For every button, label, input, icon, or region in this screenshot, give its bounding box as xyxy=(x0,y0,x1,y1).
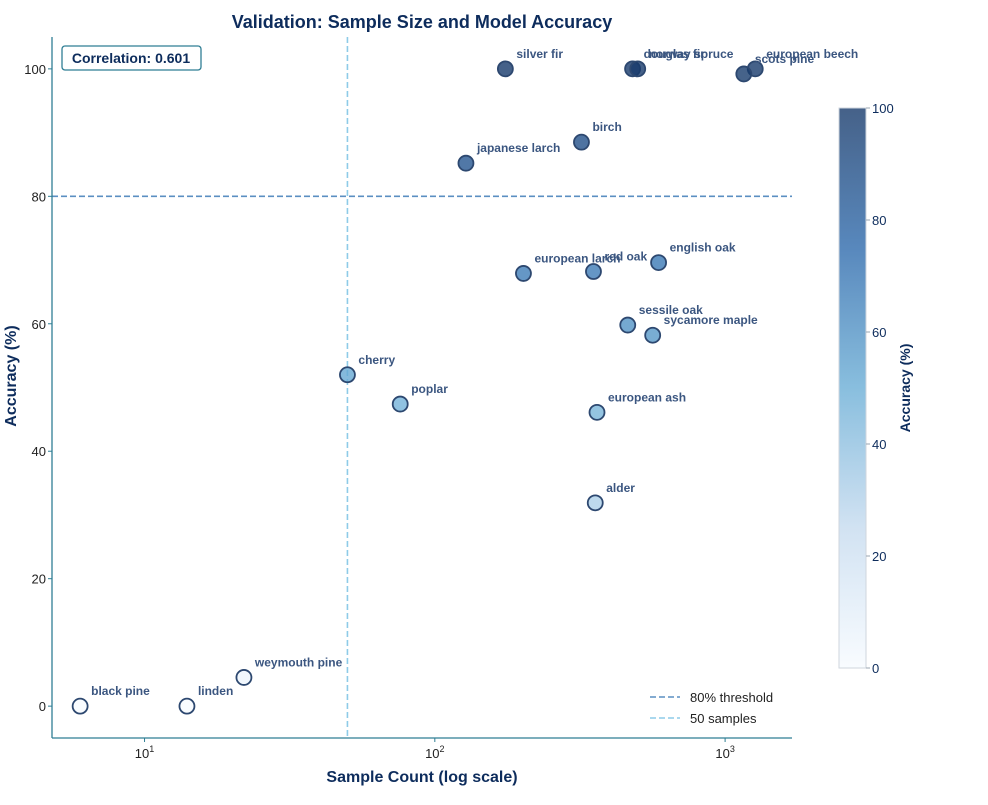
point-red-oak xyxy=(585,263,602,280)
point-label: cherry xyxy=(358,353,395,367)
x-tick-base: 10 xyxy=(135,746,149,761)
colorbar-ticks: 0 20 40 60 80 100 xyxy=(866,101,894,676)
y-tick-label: 20 xyxy=(32,572,46,587)
x-tick-base: 10 xyxy=(425,746,439,761)
x-ticks: 101 102 103 xyxy=(135,738,735,761)
legend: 80% threshold 50 samples xyxy=(650,690,773,726)
point-scots-pine xyxy=(735,65,753,83)
x-axis-label: Sample Count (log scale) xyxy=(326,769,517,786)
point-label: european ash xyxy=(608,390,686,404)
point-label: weymouth pine xyxy=(254,655,343,669)
colorbar-tick-label: 80 xyxy=(872,213,886,228)
colorbar-tick-label: 40 xyxy=(872,437,886,452)
y-axis-label: Accuracy (%) xyxy=(3,325,20,426)
x-tick-label: 102 xyxy=(425,744,444,761)
point-label: scots pine xyxy=(755,52,815,66)
colorbar-tick-label: 0 xyxy=(872,661,879,676)
point-english-oak xyxy=(650,254,667,271)
legend-label: 50 samples xyxy=(690,711,757,726)
colorbar-tick-label: 60 xyxy=(872,325,886,340)
point-norway-spruce xyxy=(629,60,647,78)
point-label: douglas fir xyxy=(644,47,706,61)
point-label: european larch xyxy=(534,251,620,265)
point-linden xyxy=(178,697,196,715)
point-label: red oak xyxy=(604,250,647,264)
colorbar: 0 20 40 60 80 100 Accuracy (%) xyxy=(838,101,913,676)
x-tick-label: 103 xyxy=(715,744,734,761)
point-label: sycamore maple xyxy=(664,313,758,327)
y-tick-label: 80 xyxy=(32,189,46,204)
point-sessile-oak xyxy=(619,316,637,334)
y-tick-label: 40 xyxy=(32,444,46,459)
point-label: birch xyxy=(592,120,621,134)
x-tick-exponent: 2 xyxy=(440,744,445,754)
point-label: english oak xyxy=(670,241,736,255)
point-label: alder xyxy=(606,481,635,495)
data-points xyxy=(71,60,764,715)
x-tick-exponent: 1 xyxy=(149,744,154,754)
point-poplar xyxy=(391,395,409,413)
y-tick-label: 100 xyxy=(24,62,46,77)
x-tick-label: 101 xyxy=(135,744,154,761)
point-weymouth-pine xyxy=(235,669,253,686)
point-sycamore-maple xyxy=(644,326,662,344)
colorbar-gradient xyxy=(838,107,867,669)
point-label: norway spruce xyxy=(649,47,734,61)
colorbar-label: Accuracy (%) xyxy=(897,344,913,433)
point-cherry xyxy=(339,366,356,384)
colorbar-tick-label: 100 xyxy=(872,101,894,116)
point-alder xyxy=(586,494,604,512)
colorbar-tick-label: 20 xyxy=(872,549,886,564)
point-silver-fir xyxy=(496,60,514,78)
point-label: european beech xyxy=(766,47,858,61)
x-tick-base: 10 xyxy=(715,746,729,761)
point-label: sessile oak xyxy=(639,303,703,317)
point-label: linden xyxy=(198,684,233,698)
y-tick-label: 60 xyxy=(32,317,46,332)
point-label: black pine xyxy=(91,684,150,698)
x-tick-exponent: 3 xyxy=(730,744,735,754)
y-tick-label: 0 xyxy=(39,699,46,714)
legend-label: 80% threshold xyxy=(690,690,773,705)
point-birch xyxy=(573,133,590,151)
point-label: silver fir xyxy=(516,47,563,61)
reference-lines xyxy=(52,37,792,738)
correlation-text: Correlation: 0.601 xyxy=(72,50,190,66)
y-ticks: 0 20 40 60 80 100 xyxy=(24,62,52,714)
point-japanese-larch xyxy=(457,154,475,172)
point-label: japanese larch xyxy=(476,141,560,155)
axes xyxy=(51,37,792,739)
correlation-box-frame xyxy=(61,45,202,71)
chart-title: Validation: Sample Size and Model Accura… xyxy=(232,12,612,32)
correlation-box: Correlation: 0.601 xyxy=(61,45,202,71)
point-label: poplar xyxy=(411,382,448,396)
point-european-ash xyxy=(588,403,606,421)
point-european-larch xyxy=(515,265,532,282)
point-black-pine xyxy=(71,697,89,715)
